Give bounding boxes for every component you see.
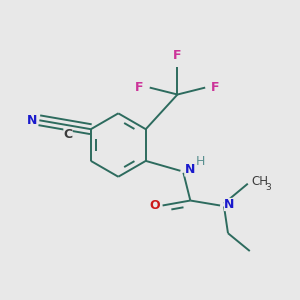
Text: N: N xyxy=(27,114,38,127)
Text: F: F xyxy=(173,49,182,62)
Text: CH: CH xyxy=(252,175,269,188)
Text: N: N xyxy=(184,163,195,176)
Text: O: O xyxy=(149,199,160,212)
Text: N: N xyxy=(224,198,234,211)
Text: H: H xyxy=(196,155,205,168)
Text: F: F xyxy=(211,81,220,94)
Text: 3: 3 xyxy=(265,183,271,192)
Text: F: F xyxy=(135,81,144,94)
Text: C: C xyxy=(64,128,73,141)
